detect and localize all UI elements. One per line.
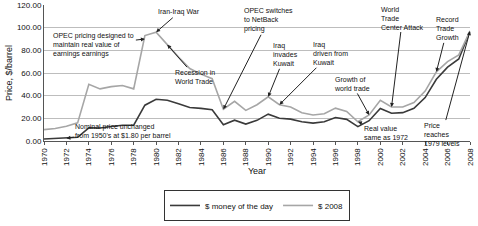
svg-text:Real valuesame as 1972: Real valuesame as 1972 <box>364 125 408 141</box>
svg-text:Iran-Iraq War: Iran-Iraq War <box>158 8 200 16</box>
svg-text:120.00: 120.00 <box>17 1 42 10</box>
svg-text:Pricereaches1979 levels: Pricereaches1979 levels <box>424 122 460 147</box>
svg-text:WorldTradeCenter Attack: WorldTradeCenter Attack <box>381 6 424 31</box>
svg-text:OPEC switchesto NetBackpricing: OPEC switchesto NetBackpricing <box>244 7 293 33</box>
svg-text:2004: 2004 <box>421 148 430 166</box>
svg-text:1984: 1984 <box>197 148 206 166</box>
svg-text:1996: 1996 <box>331 148 340 166</box>
svg-text:1976: 1976 <box>107 148 116 166</box>
svg-text:RecordTradeGrowth: RecordTradeGrowth <box>436 16 459 41</box>
svg-text:IraqinvadesKuwait: IraqinvadesKuwait <box>273 42 298 67</box>
svg-text:80.00: 80.00 <box>21 46 42 55</box>
svg-text:1972: 1972 <box>62 148 71 166</box>
svg-text:2000: 2000 <box>376 148 385 166</box>
svg-text:1998: 1998 <box>353 148 362 166</box>
svg-text:1992: 1992 <box>286 148 295 166</box>
svg-text:2006: 2006 <box>443 148 452 166</box>
svg-text:1970: 1970 <box>40 148 49 166</box>
svg-text:OPEC pricing designed tomainta: OPEC pricing designed tomaintain real va… <box>53 32 134 58</box>
svg-text:Nominal price unchangedfrom 19: Nominal price unchangedfrom 1950's at $1… <box>75 123 171 140</box>
svg-text:2008: 2008 <box>466 148 475 166</box>
svg-text:Recession inWorld Trade: Recession inWorld Trade <box>175 69 215 85</box>
svg-text:Year: Year <box>248 166 266 176</box>
svg-text:Growth ofworld trade: Growth ofworld trade <box>334 76 370 92</box>
svg-text:1982: 1982 <box>174 148 183 166</box>
svg-text:$ money of the day: $ money of the day <box>205 202 273 211</box>
svg-text:1986: 1986 <box>219 148 228 166</box>
svg-text:$ 2008: $ 2008 <box>318 202 343 211</box>
svg-text:1980: 1980 <box>152 148 161 166</box>
svg-text:1990: 1990 <box>264 148 273 166</box>
svg-text:1994: 1994 <box>309 148 318 166</box>
svg-text:60.00: 60.00 <box>21 69 42 78</box>
svg-text:Iraqdriven fromKuwait: Iraqdriven fromKuwait <box>313 41 348 66</box>
svg-text:1988: 1988 <box>241 148 250 166</box>
svg-text:1974: 1974 <box>84 148 93 166</box>
svg-text:Price, $/barrel: Price, $/barrel <box>4 45 14 101</box>
svg-text:20.00: 20.00 <box>21 114 42 123</box>
svg-text:1978: 1978 <box>129 148 138 166</box>
svg-text:40.00: 40.00 <box>21 91 42 100</box>
svg-text:100.00: 100.00 <box>17 23 42 32</box>
svg-text:2002: 2002 <box>398 148 407 166</box>
svg-text:0.00: 0.00 <box>26 137 42 146</box>
